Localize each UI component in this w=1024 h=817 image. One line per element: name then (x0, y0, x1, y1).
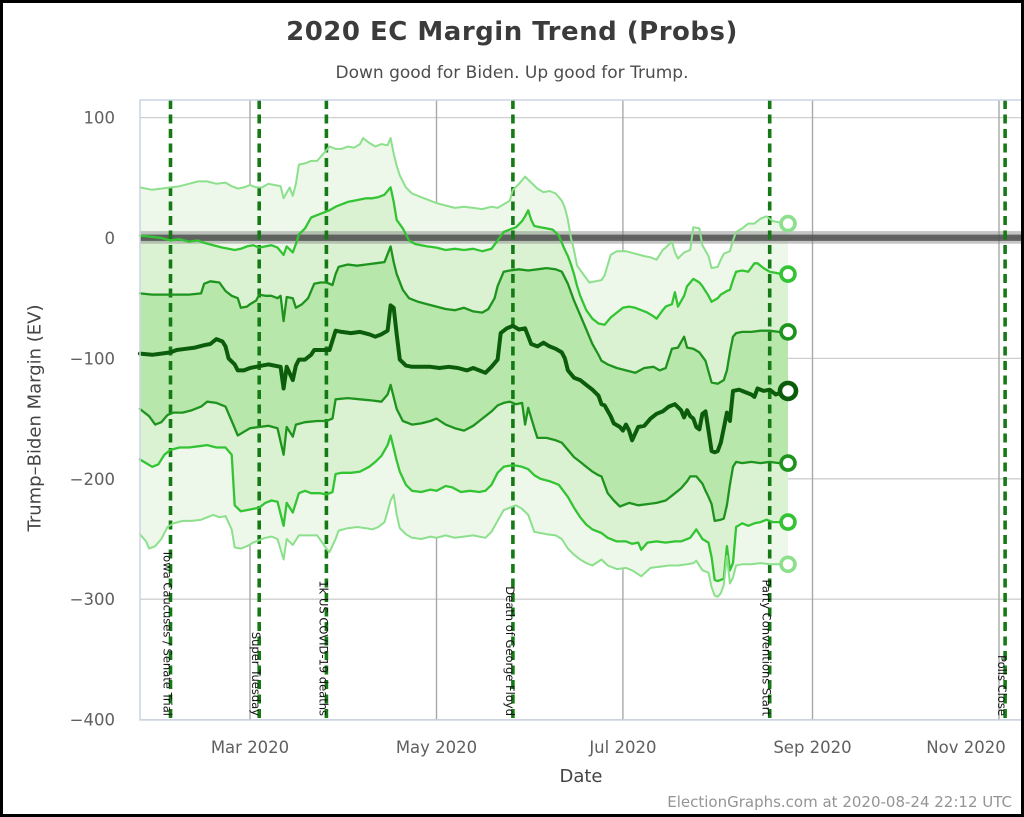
x-tick-label: Mar 2020 (211, 738, 289, 757)
end-marker-band_top_inner (779, 323, 797, 341)
zero-margin-band (140, 231, 1021, 244)
credit-text: ElectionGraphs.com at 2020-08-24 22:12 U… (667, 793, 1012, 811)
series-band_top_mid (138, 186, 790, 326)
y-tick-label: −400 (70, 711, 115, 730)
event-label: 1k US COVID-19 deaths (316, 580, 330, 716)
plot-border (139, 99, 1021, 721)
series-band_bottom_outer (138, 493, 789, 598)
end-marker-band_top_outer (779, 214, 797, 233)
x-tick-label: Nov 2020 (926, 738, 1005, 757)
event-label: Party Conventions Start (760, 580, 774, 717)
series-band_bottom_mid (138, 434, 790, 583)
y-tick-label: −200 (70, 470, 115, 489)
x-axis-title: Date (559, 766, 603, 787)
event-lines: Iowa Caucuses / Senate Trial Super Tuesda… (161, 100, 1009, 720)
y-tick-label: 100 (84, 109, 116, 128)
event-label: Death of George Floyd (503, 586, 517, 716)
end-marker-band_bottom_outer (779, 555, 797, 574)
end-marker-band_top_mid (779, 265, 797, 283)
event-label: Polls Close (995, 655, 1009, 716)
end-marker-band_bottom_inner (779, 454, 797, 472)
band-fill (139, 246, 788, 521)
end-markers (777, 214, 799, 574)
series-band_top_outer (138, 137, 789, 284)
zero-band-inner (140, 234, 1021, 241)
x-tick-label: Sep 2020 (773, 738, 851, 757)
chart-title: 2020 EC Margin Trend (Probs) (286, 17, 738, 47)
y-tick-label: −100 (70, 349, 115, 368)
y-tick-label: −300 (70, 590, 115, 609)
tick-labels: 100 0 −100 −200 −300 −400 Mar 2020 May 2020 Jul … (70, 109, 1006, 757)
chart-subtitle: Down good for Biden. Up good for Trump. (335, 63, 689, 83)
probability-bands (139, 138, 788, 597)
series-band_bottom_inner (138, 383, 790, 523)
end-marker-median (777, 380, 799, 402)
plot-svg: Iowa Caucuses / Senate Trial Super Tuesda… (70, 99, 1021, 757)
series-median (137, 303, 790, 455)
event-label: Iowa Caucuses / Senate Trial (161, 552, 175, 716)
plot-frame (139, 99, 1021, 721)
y-tick-label: 0 (105, 229, 116, 248)
series-band_top_inner (138, 245, 790, 385)
end-marker-band_bottom_mid (779, 513, 797, 531)
x-tick-label: Jul 2020 (588, 738, 656, 757)
x-tick-label: May 2020 (396, 738, 477, 757)
event-label: Super Tuesday (249, 632, 263, 716)
trend-lines (137, 137, 790, 598)
